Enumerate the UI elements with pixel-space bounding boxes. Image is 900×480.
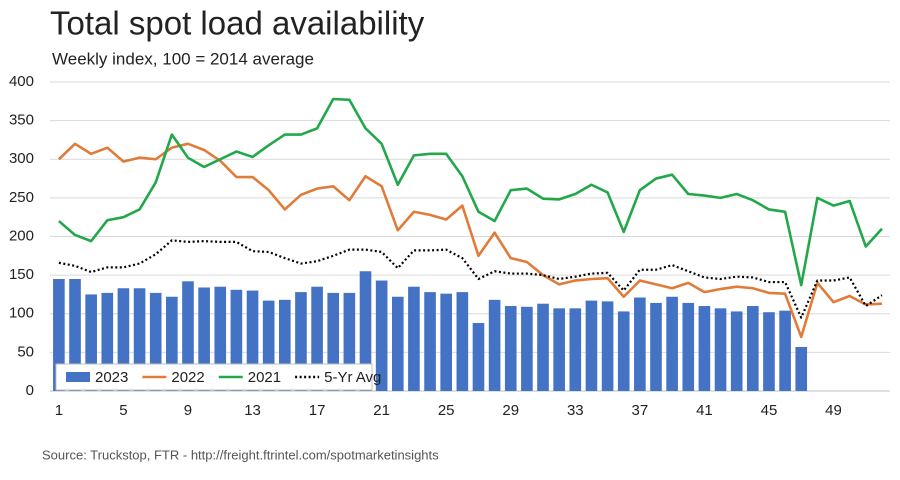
line-series bbox=[58, 97, 883, 287]
x-tick-label: 33 bbox=[567, 402, 584, 419]
line-series bbox=[58, 239, 883, 319]
bar bbox=[488, 299, 501, 391]
bar bbox=[472, 323, 485, 391]
bar bbox=[375, 280, 388, 391]
y-tick-label: 100 bbox=[9, 305, 34, 322]
x-tick-label: 29 bbox=[502, 402, 519, 419]
bar bbox=[166, 296, 178, 391]
bar bbox=[117, 288, 130, 391]
bar bbox=[763, 312, 775, 391]
bar bbox=[279, 299, 291, 391]
y-tick-label: 400 bbox=[9, 73, 34, 90]
line-series bbox=[57, 142, 882, 339]
bar bbox=[666, 296, 678, 391]
bar bbox=[650, 302, 662, 391]
bar bbox=[779, 310, 791, 391]
x-tick-label: 17 bbox=[309, 402, 326, 419]
legend-label: 2021 bbox=[248, 369, 281, 386]
bar bbox=[504, 306, 517, 391]
x-tick-label: 5 bbox=[119, 402, 127, 419]
bar bbox=[53, 278, 65, 391]
x-tick-label: 1 bbox=[55, 402, 63, 419]
y-tick-label: 0 bbox=[26, 382, 34, 399]
y-tick-label: 200 bbox=[9, 227, 34, 244]
x-tick-label: 25 bbox=[438, 402, 455, 419]
bar bbox=[295, 292, 307, 391]
y-tick-label: 300 bbox=[9, 150, 34, 167]
x-tick-label: 37 bbox=[632, 402, 649, 419]
bar bbox=[553, 308, 565, 391]
bar bbox=[101, 292, 114, 391]
bar bbox=[747, 306, 759, 391]
bar bbox=[456, 292, 469, 391]
bar bbox=[359, 271, 372, 391]
chart-subtitle: Weekly index, 100 = 2014 average bbox=[52, 49, 314, 68]
bar bbox=[730, 311, 743, 391]
bar bbox=[133, 288, 146, 391]
legend-label: 2022 bbox=[171, 369, 204, 386]
x-tick-label: 13 bbox=[244, 402, 261, 419]
bar bbox=[182, 281, 194, 391]
bar bbox=[634, 297, 646, 391]
legend-label: 2023 bbox=[95, 369, 128, 386]
legend-swatch bbox=[66, 372, 90, 382]
legend-label: 5-Yr Avg bbox=[324, 369, 381, 386]
legend-box bbox=[55, 363, 373, 391]
y-tick-label: 350 bbox=[9, 112, 34, 129]
bar bbox=[327, 292, 340, 391]
y-tick-label: 50 bbox=[17, 343, 34, 360]
bar bbox=[198, 287, 210, 391]
bar bbox=[440, 293, 453, 391]
bar bbox=[537, 303, 549, 391]
x-tick-label: 9 bbox=[184, 402, 192, 419]
bar bbox=[698, 306, 711, 391]
bar bbox=[795, 346, 808, 391]
x-tick-label: 49 bbox=[825, 402, 842, 419]
bar bbox=[149, 292, 162, 391]
bar bbox=[214, 286, 227, 391]
bar bbox=[85, 294, 97, 391]
bar bbox=[246, 290, 259, 391]
bar bbox=[585, 300, 598, 391]
bar bbox=[569, 308, 582, 391]
x-tick-label: 45 bbox=[761, 402, 778, 419]
bar bbox=[682, 302, 695, 391]
bar bbox=[69, 278, 81, 391]
bar bbox=[424, 292, 436, 391]
bar bbox=[262, 300, 275, 391]
x-tick-label: 21 bbox=[373, 402, 390, 419]
bar bbox=[521, 306, 533, 391]
marks bbox=[53, 97, 883, 391]
y-tick-label: 250 bbox=[9, 189, 34, 206]
bar bbox=[230, 289, 243, 391]
x-tick-label: 41 bbox=[696, 402, 713, 419]
y-tick-label: 150 bbox=[9, 266, 34, 283]
bar bbox=[601, 301, 614, 391]
bar bbox=[311, 286, 323, 391]
source-note: Source: Truckstop, FTR - http://freight.… bbox=[42, 447, 439, 462]
chart-title: Total spot load availability bbox=[50, 5, 425, 42]
legend: 2023 2022 2021 5-Yr Avg bbox=[55, 363, 381, 391]
bar bbox=[408, 286, 420, 391]
bar bbox=[343, 292, 356, 391]
bar bbox=[391, 296, 404, 391]
bar bbox=[714, 308, 727, 391]
bar bbox=[617, 311, 630, 391]
